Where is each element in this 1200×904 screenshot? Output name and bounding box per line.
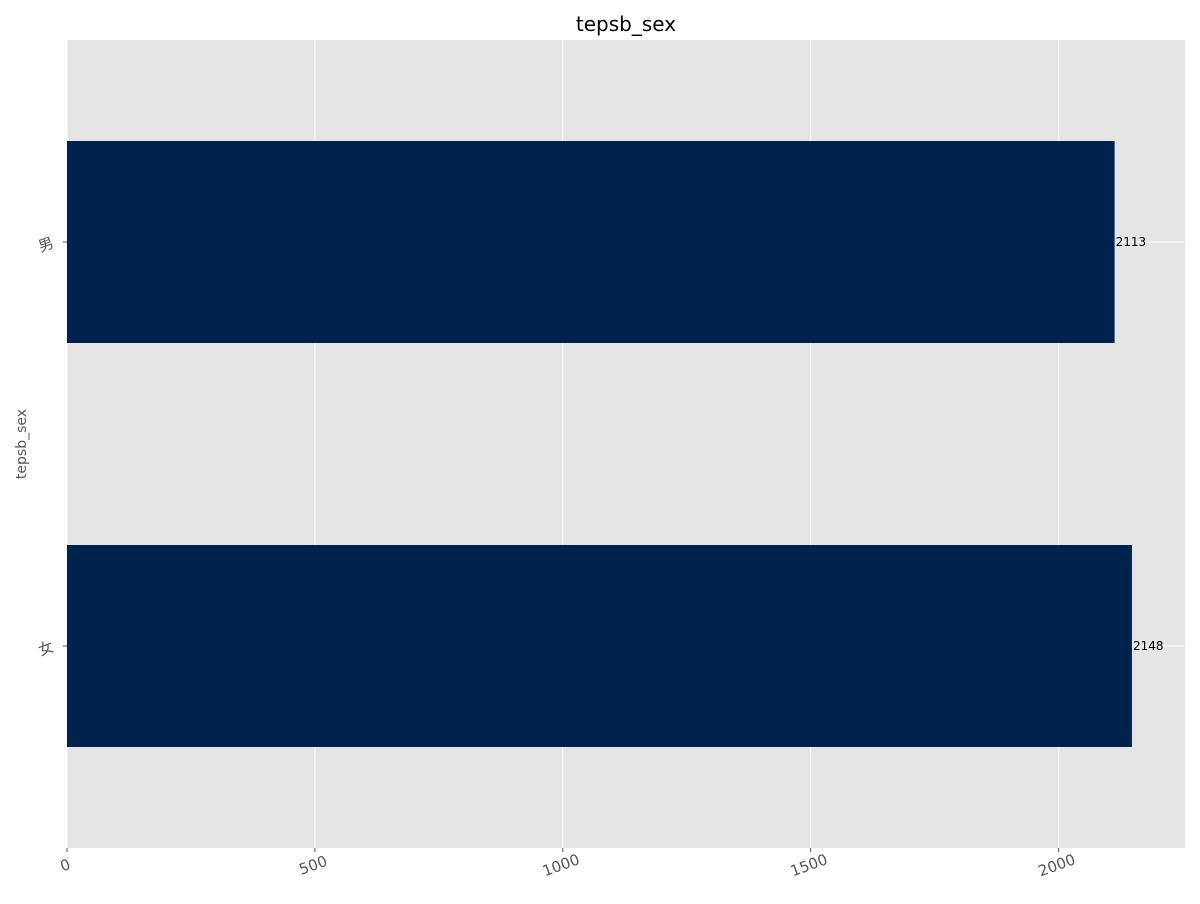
x-tick-label: 500 bbox=[297, 852, 330, 879]
y-tick-label: 男 bbox=[36, 234, 56, 256]
bar-1 bbox=[67, 141, 1115, 343]
y-axis-label: tepsb_sex bbox=[14, 409, 30, 479]
data-labels: 2148 2113 bbox=[1116, 235, 1164, 653]
chart-title: tepsb_sex bbox=[576, 12, 676, 36]
bar-0 bbox=[67, 545, 1132, 747]
data-label-1: 2113 bbox=[1116, 235, 1147, 249]
x-tick-label: 2000 bbox=[1036, 850, 1078, 880]
x-tick-label: 1500 bbox=[788, 850, 830, 880]
x-ticks: 0 500 1000 1500 2000 bbox=[58, 848, 1078, 880]
y-ticks: 女男 bbox=[36, 234, 67, 660]
x-tick-label: 1000 bbox=[540, 850, 582, 880]
bars bbox=[67, 141, 1132, 747]
x-tick-label: 0 bbox=[58, 855, 73, 875]
y-tick-label: 女 bbox=[36, 638, 56, 660]
data-label-0: 2148 bbox=[1133, 639, 1164, 653]
